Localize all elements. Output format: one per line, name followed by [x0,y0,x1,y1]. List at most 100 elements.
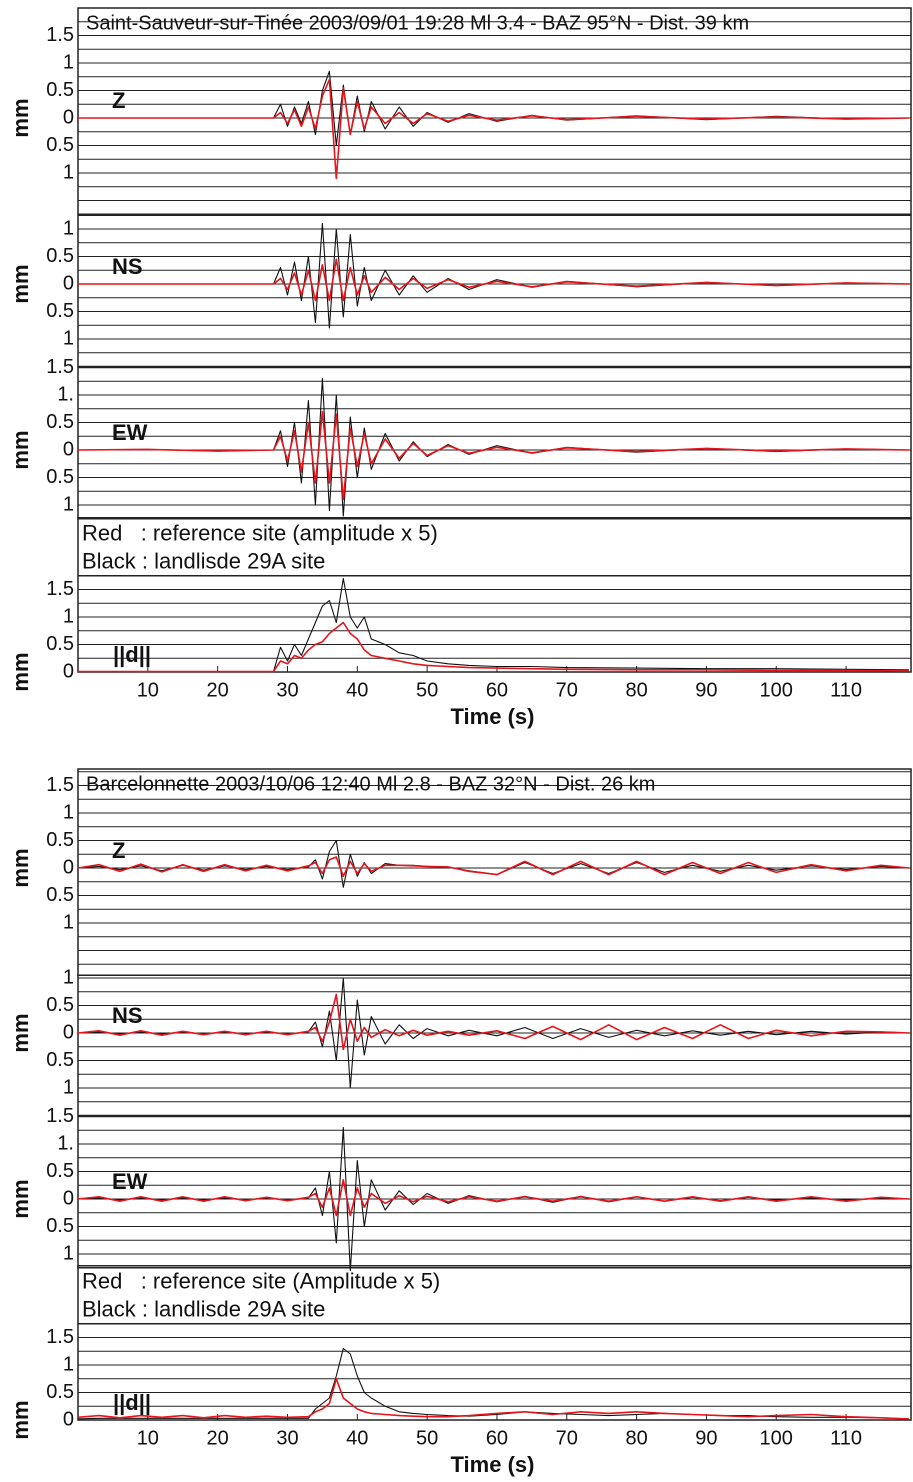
panel-title: Barcelonnette 2003/10/06 12:40 Ml 2.8 - … [86,773,655,795]
x-tick-label: 10 [137,679,159,701]
y-tick-label: 0 [63,1021,74,1043]
x-tick-label: 90 [695,679,717,701]
x-tick-label: 110 [830,1427,862,1449]
y-tick-label: 0 [63,660,74,682]
x-tick-label: 70 [556,679,578,701]
y-axis-label: mm [8,848,33,887]
x-tick-label: 30 [276,679,298,701]
y-tick-label: 1.5 [46,24,74,46]
y-tick-label: 0.5 [46,829,74,851]
y-tick-label: 0.5 [46,300,74,322]
trace [78,258,909,302]
y-tick-label: 0.5 [46,411,74,433]
x-tick-label: 80 [625,679,647,701]
y-tick-label: 1 [63,161,74,183]
y-tick-label: 0 [63,272,74,294]
y-axis-label: mm [8,264,33,303]
y-tick-label: 0 [63,856,74,878]
panel-label: ||d|| [113,642,151,667]
trace [78,78,909,180]
trace [77,1378,909,1420]
x-tick-label: 100 [760,679,793,701]
x-tick-label: 40 [346,1427,368,1449]
y-tick-label: 1 [63,911,74,933]
y-tick-label: 1 [63,605,74,627]
trace [77,839,909,888]
x-tick-label: 110 [830,679,862,701]
x-tick-label: 80 [625,1427,647,1449]
panel-label: ||d|| [113,1390,151,1415]
trace [77,1179,909,1217]
panel-frame [77,517,912,673]
y-axis-label: mm [8,652,33,691]
y-tick-label: 0.5 [46,1215,74,1237]
y-tick-label: 0.5 [46,245,74,267]
panel-label: Z [112,88,125,113]
x-tick-label: 20 [207,679,229,701]
y-axis-label: mm [8,1179,33,1218]
panel-frame [77,7,912,215]
y-tick-label: 0.5 [46,884,74,906]
x-tick-label: 30 [276,1427,298,1449]
x-tick-label: 90 [695,1427,717,1449]
y-tick-label: 0.5 [46,1049,74,1071]
y-tick-label: 0 [63,438,74,460]
y-tick-label: 1.5 [46,774,74,796]
panel-label: EW [112,1169,148,1194]
panel-frame [77,974,912,1117]
x-tick-label: 50 [416,1427,438,1449]
x-tick-label: 60 [486,679,508,701]
y-tick-label: 0.5 [46,134,74,156]
x-axis-label: Time (s) [451,704,535,729]
x-tick-label: 50 [416,679,438,701]
y-tick-label: 1.5 [46,1105,74,1127]
y-tick-label: 0.5 [46,466,74,488]
x-axis-label: Time (s) [451,1452,535,1477]
x-tick-label: 70 [556,1427,578,1449]
y-tick-label: 0.5 [46,1381,74,1403]
trace [78,70,909,147]
y-tick-label: 1. [57,1132,74,1154]
legend-note: Black : landlisde 29A site [82,1297,325,1322]
y-tick-label: 1 [63,966,74,988]
panel-title: Saint-Sauveur-sur-Tinée 2003/09/01 19:28… [86,12,749,34]
y-axis-label: mm [8,1400,33,1439]
y-tick-label: 1 [63,327,74,349]
panel-frame [77,1115,912,1269]
panel-frame [77,214,912,368]
y-tick-label: 1.5 [46,356,74,378]
y-tick-label: 1 [63,801,74,823]
legend-note: Red : reference site (Amplitude x 5) [82,1269,440,1294]
trace [78,621,909,673]
trace [77,993,909,1051]
legend-note: Black : landlisde 29A site [82,549,325,574]
y-tick-label: 1 [63,1353,74,1375]
y-tick-label: 0 [63,1187,74,1209]
x-tick-label: 100 [760,1427,793,1449]
panel-label: NS [112,1003,143,1028]
y-tick-label: 0.5 [46,79,74,101]
y-tick-label: 0.5 [46,994,74,1016]
x-tick-label: 20 [207,1427,229,1449]
y-tick-label: 1 [63,217,74,239]
y-axis-label: mm [8,430,33,469]
trace [77,410,909,501]
panel-frame [77,768,912,976]
x-tick-label: 10 [137,1427,159,1449]
y-axis-label: mm [8,98,33,137]
x-tick-label: 40 [346,679,368,701]
panel-label: Z [112,838,125,863]
x-tick-label: 60 [486,1427,508,1449]
trace [77,577,909,673]
y-tick-label: 0.5 [46,1160,74,1182]
trace [77,856,909,878]
legend-note: Red : reference site (amplitude x 5) [82,521,438,546]
y-tick-label: 1. [57,383,74,405]
y-tick-label: 1 [63,1242,74,1264]
trace [77,1347,909,1420]
y-tick-label: 0 [63,1408,74,1430]
panel-frame [77,366,912,520]
y-tick-label: 1 [63,51,74,73]
